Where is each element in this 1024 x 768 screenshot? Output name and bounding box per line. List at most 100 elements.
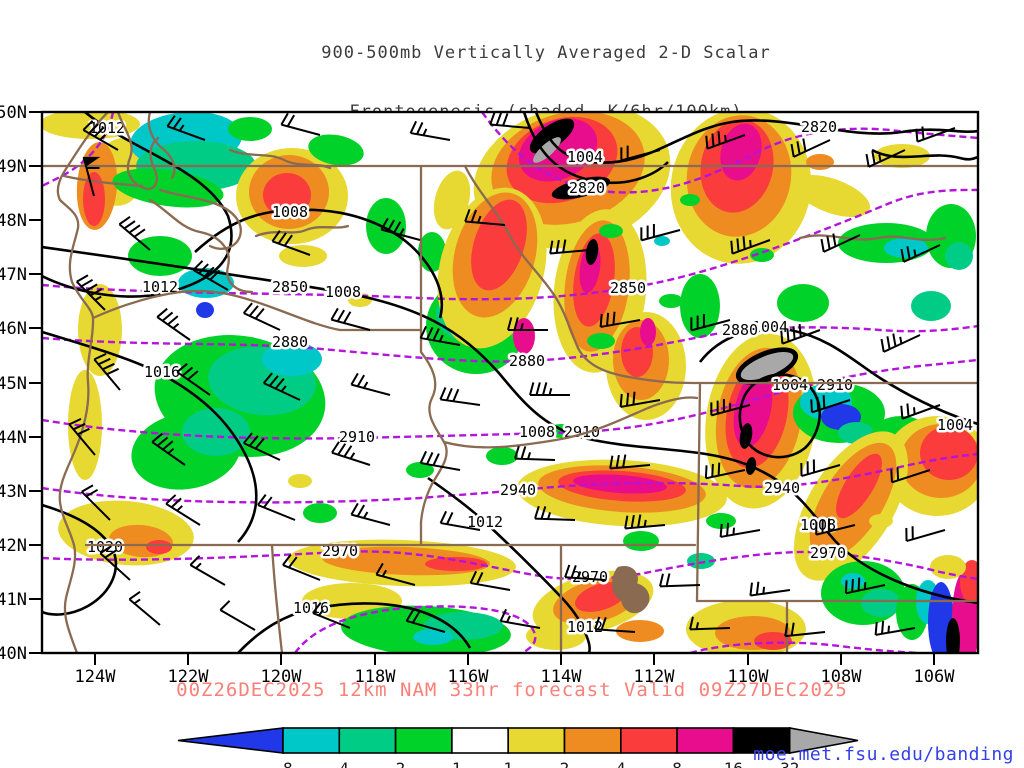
wind-barb: [820, 233, 861, 253]
lat-label: 45N: [0, 374, 27, 394]
shading-blob: [806, 154, 834, 170]
mslp-contour-label: 1004: [772, 376, 808, 394]
wind-barb: [865, 149, 906, 168]
state-border: [148, 198, 254, 294]
colorbar-arrow-left: [177, 727, 284, 754]
wind-barb: [815, 518, 856, 536]
mslp-contour: [871, 148, 978, 161]
shading-blob: [587, 333, 615, 349]
wind-barb: [192, 260, 229, 291]
shading-blob: [526, 622, 586, 650]
wind-barb: [810, 395, 851, 414]
wind-barb: [529, 382, 570, 396]
mslp-contour: [194, 208, 444, 319]
wind-barb: [624, 514, 666, 530]
wind-barb: [257, 494, 296, 521]
wind-barb: [118, 216, 151, 251]
wind-barb: [166, 115, 206, 141]
wind-barb: [380, 217, 421, 241]
shading-blob: [279, 245, 327, 267]
height-contour-700mb: [42, 188, 978, 301]
mslp-contour: [738, 373, 822, 459]
colorbar-segment: [676, 727, 735, 754]
wind-barb: [730, 236, 771, 255]
wind-barb: [719, 522, 761, 538]
wind-barb: [640, 223, 681, 242]
forecast-caption: 00Z26DEC2025 12km NAM 33hr forecast Vali…: [176, 679, 848, 701]
wind-barb: [282, 554, 321, 581]
height-contour-label: 2910: [817, 376, 853, 394]
axes-layer: 50N 49N 48N 47N 46N 45N 44N 43N 42N 41N 40N 124W 122…: [0, 103, 955, 687]
wind-barb: [690, 313, 731, 332]
shading-blob: [573, 474, 667, 494]
lat-label: 40N: [0, 644, 27, 664]
shading-blob: [262, 342, 322, 376]
state-border: [116, 112, 160, 190]
state-border: [270, 543, 284, 653]
shading-blob: [884, 238, 928, 258]
height-contour-700mb: [42, 112, 115, 188]
colorbar-tick-label: -1: [442, 759, 461, 768]
state-border: [158, 188, 242, 250]
wind-barb: [219, 600, 256, 631]
mslp-contour-label: 1020: [87, 538, 123, 556]
shading-blob: [754, 632, 792, 650]
wind-barb: [749, 581, 791, 597]
wind-barb: [900, 244, 941, 263]
wind-barb: [710, 398, 751, 417]
mslp-contours-layer: [42, 112, 978, 653]
shading-blob: [308, 134, 364, 166]
lon-label: 108W: [821, 667, 863, 687]
lon-label: 106W: [914, 667, 956, 687]
colorbar-segment: [732, 727, 791, 754]
colorbar-segment: [451, 727, 509, 754]
height-contour-700mb: [689, 641, 921, 653]
height-contour-label: 2850: [610, 279, 646, 297]
shading-blob: [263, 173, 311, 217]
wind-barb: [242, 432, 281, 461]
wind-barb: [330, 307, 371, 331]
lat-label: 47N: [0, 265, 27, 285]
state-border: [254, 224, 350, 238]
wind-barb: [419, 450, 461, 471]
wind-barb: [439, 510, 481, 531]
colorbar-segment: [394, 727, 453, 754]
wind-barb: [93, 352, 121, 391]
mslp-contour-label: 1004: [752, 318, 788, 336]
shading-blob: [640, 318, 656, 346]
colorbar-segment: [282, 727, 341, 754]
colorbar-tick-label: -4: [330, 759, 349, 768]
wind-barb: [780, 323, 821, 345]
state-border: [56, 112, 110, 653]
height-contour-700mb: [294, 605, 537, 653]
wind-barb: [609, 454, 651, 470]
wind-barb: [68, 417, 96, 456]
lat-label: 42N: [0, 536, 27, 556]
shading-blob: [680, 274, 720, 338]
height-contour-label: 2970: [810, 544, 846, 562]
wind-barb: [312, 602, 351, 629]
mslp-contour: [522, 112, 669, 185]
wind-barb: [800, 459, 841, 477]
wind-barb: [81, 484, 111, 521]
shading-blob: [303, 503, 337, 523]
wind-barb: [405, 609, 446, 633]
wind-barb: [507, 317, 548, 331]
wind-barb: [705, 131, 746, 150]
source-url-link[interactable]: moe.met.fsu.edu/banding: [753, 744, 1014, 765]
wind-barb: [76, 274, 106, 311]
wind-barb: [419, 325, 461, 346]
wind-barb: [659, 573, 701, 588]
state-border: [442, 396, 699, 449]
colorbar-tick-label: -2: [386, 759, 405, 768]
colorbar-segment: [619, 727, 678, 754]
height-contour-label: 2970: [572, 568, 608, 586]
shading-blob: [146, 540, 172, 554]
wind-barb: [409, 120, 451, 141]
wind-barb: [880, 333, 921, 353]
shading-blob: [366, 198, 406, 254]
colorbar-tick-label: 16: [724, 759, 743, 768]
lat-label: 48N: [0, 211, 27, 231]
wind-barb: [156, 307, 191, 341]
